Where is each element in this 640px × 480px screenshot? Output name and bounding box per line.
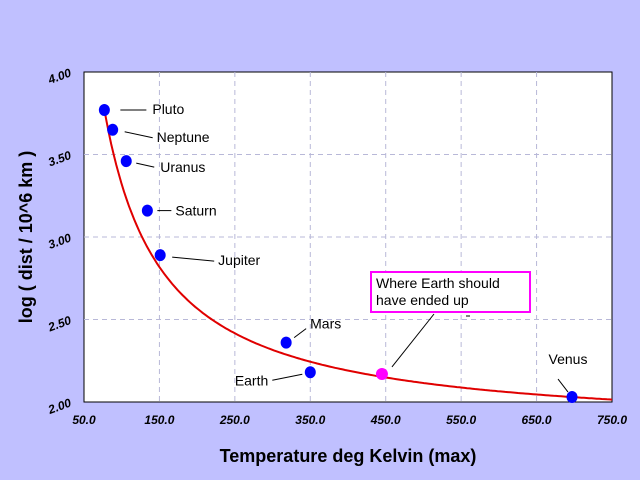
y-axis-title: log ( dist / 10^6 km )	[16, 151, 36, 324]
data-points	[98, 103, 578, 404]
y-tick-label: 4.00	[45, 66, 73, 88]
x-tick-label: 250.0	[219, 413, 250, 427]
point-ideal-earth	[375, 367, 388, 380]
leader-jupiter	[172, 256, 215, 262]
point-jupiter	[154, 249, 166, 262]
leader-venus	[557, 378, 569, 393]
point-venus	[566, 391, 578, 404]
point-neptune	[107, 123, 119, 136]
label-neptune: Neptune	[157, 129, 210, 145]
y-tick-label: 3.00	[46, 231, 73, 252]
point-pluto	[98, 103, 110, 116]
annotation-text: have ended up	[376, 292, 469, 308]
x-tick-labels: 50.0 150.0 250.0 350.0 450.0 550.0 650.0 750.0	[72, 413, 627, 427]
label-leaders	[120, 109, 569, 393]
leader-uranus	[136, 162, 155, 168]
x-tick-label: 750.0	[597, 413, 627, 427]
y-tick-label: 3.50	[46, 148, 73, 169]
point-uranus	[120, 155, 132, 168]
x-tick-label: 550.0	[446, 413, 476, 427]
fit-curve	[102, 105, 613, 401]
x-axis-title: Temperature deg Kelvin (max)	[220, 446, 477, 466]
point-labels: Pluto Neptune Uranus Saturn Jupiter Mars Earth…	[152, 101, 587, 388]
annotation-leader	[391, 313, 435, 368]
y-tick-label: 2.00	[45, 396, 73, 418]
x-tick-label: 150.0	[144, 413, 174, 427]
fit-curve-layer	[102, 105, 613, 401]
point-saturn	[141, 204, 153, 217]
annotation-text: Where Earth should	[376, 275, 500, 291]
label-venus: Venus	[549, 351, 588, 367]
y-tick-label: 2.50	[45, 313, 73, 335]
label-saturn: Saturn	[175, 203, 216, 219]
point-earth	[304, 366, 316, 379]
point-mars	[280, 336, 292, 349]
label-pluto: Pluto	[152, 101, 184, 117]
x-tick-label: 50.0	[72, 413, 96, 427]
leader-neptune	[124, 131, 153, 139]
x-tick-label: 450.0	[370, 413, 401, 427]
label-jupiter: Jupiter	[218, 252, 260, 268]
label-earth: Earth	[235, 372, 268, 388]
grid	[84, 72, 612, 402]
x-tick-label: 350.0	[295, 413, 325, 427]
label-mars: Mars	[310, 316, 341, 332]
x-tick-label: 650.0	[522, 413, 552, 427]
label-uranus: Uranus	[160, 159, 205, 175]
leader-mars	[293, 328, 307, 339]
leader-earth	[272, 373, 303, 381]
y-tick-labels: 2.00 2.50 3.00 3.50 4.00	[45, 66, 73, 418]
annotation-box	[370, 271, 531, 313]
